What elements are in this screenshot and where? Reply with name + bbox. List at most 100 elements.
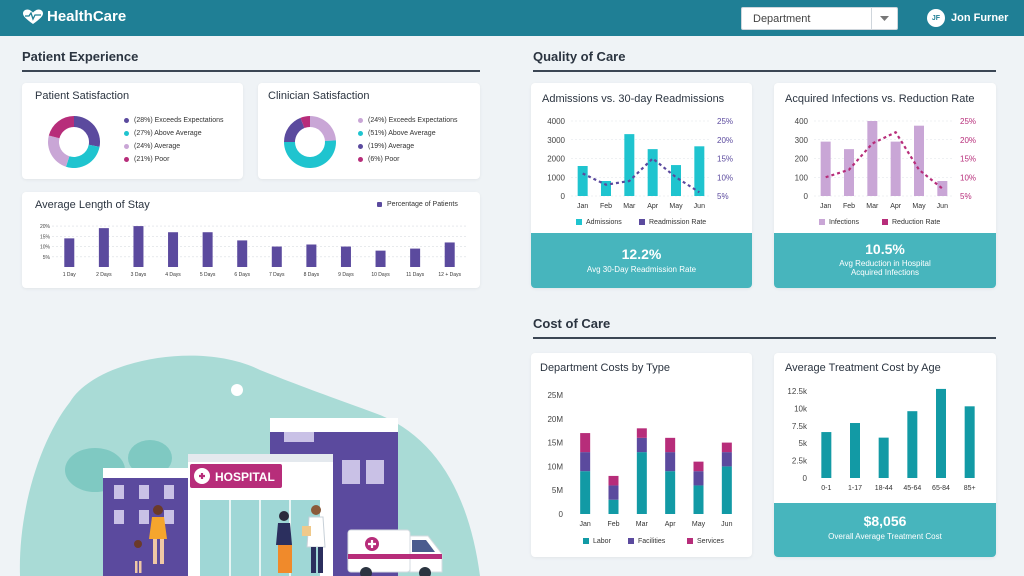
legend-label: (27%) Above Average xyxy=(134,130,202,137)
x-tick-label: Apr xyxy=(890,203,902,210)
patient-satisfaction-donut xyxy=(48,116,100,168)
donut-slice xyxy=(48,116,74,139)
donut-slice xyxy=(74,116,100,147)
legend-swatch xyxy=(576,219,582,225)
card-title: Acquired Infections vs. Reduction Rate xyxy=(785,93,975,105)
top-bar: HealthCare Department JF Jon Furner xyxy=(0,0,1024,36)
x-tick-label: Apr xyxy=(665,521,677,528)
department-costs-chart: 25M 20M 15M 10M 5M 0 Jan Feb Mar Apr May Jun Labor Fa… xyxy=(547,391,732,545)
legend-label: (19%) Average xyxy=(368,143,415,150)
bar xyxy=(647,149,658,196)
building-top xyxy=(270,418,398,432)
length-of-stay-chart: 20% 15% 10% 5% 1 Day 2 Days 3 Days 4 Days 5 Days… xyxy=(40,224,467,278)
donut-slice xyxy=(310,116,336,142)
y-tick-label: 0 xyxy=(803,474,808,483)
x-tick-label: 9 Days xyxy=(338,272,354,278)
bar xyxy=(671,165,681,196)
y2-tick-label: 15% xyxy=(960,155,976,164)
length-of-stay-card: Average Length of Stay Percentage of Pat… xyxy=(22,192,480,288)
line-series xyxy=(825,130,944,190)
legend-label: Admissions xyxy=(586,219,622,226)
department-costs-card: Department Costs by Type 25M 20M 15M 10M 5M 0… xyxy=(531,353,752,557)
app-logo[interactable]: HealthCare xyxy=(22,8,126,25)
department-select[interactable]: Department xyxy=(741,7,898,30)
chevron-down-icon[interactable] xyxy=(871,8,897,29)
bar xyxy=(878,437,889,478)
bar-segment xyxy=(721,466,732,514)
y2-tick-label: 20% xyxy=(960,136,976,145)
bar-segment xyxy=(665,452,676,472)
bar-segment xyxy=(580,471,591,514)
x-tick-label: Mar xyxy=(866,203,879,210)
bar xyxy=(98,228,109,267)
card-title: Department Costs by Type xyxy=(540,362,671,374)
legend-item: (21%) Poor xyxy=(124,156,169,163)
x-tick-label: 8 Days xyxy=(304,272,320,278)
ambulance xyxy=(347,529,443,576)
x-tick-label: May xyxy=(912,203,926,210)
quality-of-care-title: Quality of Care xyxy=(533,49,626,64)
y-tick-label: 0 xyxy=(561,192,566,201)
bar xyxy=(867,121,878,196)
bar xyxy=(937,181,948,196)
legend-swatch xyxy=(124,131,129,136)
legend-swatch xyxy=(124,157,129,162)
kpi-value: $8,056 xyxy=(863,513,907,529)
bar xyxy=(340,246,351,267)
app-name: HealthCare xyxy=(47,8,127,25)
card-title: Average Treatment Cost by Age xyxy=(785,362,941,374)
bar xyxy=(624,134,635,196)
legend-label: (28%) Exceeds Expectations xyxy=(134,117,224,124)
y-tick-label: 200 xyxy=(795,155,809,164)
y-tick-label: 15% xyxy=(40,234,51,240)
admissions-chart: 4000 3000 2000 1000 0 25% 20% 15% 10% 5% Jan Feb Mar… xyxy=(547,117,733,226)
x-tick-label: Jun xyxy=(694,203,705,210)
y-tick-label: 2000 xyxy=(547,155,565,164)
y-tick-label: 100 xyxy=(795,173,809,182)
bar xyxy=(821,432,832,478)
y2-tick-label: 25% xyxy=(960,117,976,126)
x-tick-label: Mar xyxy=(636,521,649,528)
y-tick-label: 15M xyxy=(547,439,563,448)
x-tick-label: Jan xyxy=(820,203,831,210)
y-tick-label: 0 xyxy=(559,510,564,519)
y-tick-label: 20M xyxy=(547,415,563,424)
legend-item: (6%) Poor xyxy=(358,156,400,163)
x-tick-label: 12 + Days xyxy=(438,272,461,278)
bar-segment xyxy=(693,461,704,472)
x-tick-label: Jun xyxy=(937,203,948,210)
bar xyxy=(907,411,918,478)
bar xyxy=(890,141,901,196)
y2-tick-label: 10% xyxy=(960,173,976,182)
legend-label: (24%) Exceeds Expectations xyxy=(368,117,458,124)
y-tick-label: 10k xyxy=(794,404,808,413)
legend-label: (51%) Above Average xyxy=(368,130,436,137)
infections-card: Acquired Infections vs. Reduction Rate 4… xyxy=(774,83,996,288)
infection-reduction-kpi: 10.5% Avg Reduction in Hospital Acquired… xyxy=(774,233,996,288)
y-tick-label: 10M xyxy=(547,462,563,471)
treatment-cost-kpi: $8,056 Overall Average Treatment Cost xyxy=(774,503,996,557)
x-tick-label: 3 Days xyxy=(131,272,147,278)
x-tick-label: 1 Day xyxy=(63,272,77,278)
donut-slice xyxy=(300,116,310,129)
section-divider xyxy=(533,337,996,339)
y2-tick-label: 5% xyxy=(717,192,729,201)
bar-segment xyxy=(665,471,676,514)
y-tick-label: 3000 xyxy=(547,136,565,145)
x-tick-label: Apr xyxy=(647,203,659,210)
y-tick-label: 12.5k xyxy=(787,387,808,396)
heart-pulse-icon xyxy=(23,9,43,24)
legend-label: Reduction Rate xyxy=(892,219,940,226)
kpi-value: 10.5% xyxy=(865,241,905,257)
y2-tick-label: 5% xyxy=(960,192,972,201)
legend-swatch xyxy=(882,219,888,225)
user-menu[interactable]: JF Jon Furner xyxy=(927,9,1008,27)
person-doctors xyxy=(276,505,326,573)
bar xyxy=(237,240,248,267)
bar-segment xyxy=(580,433,591,453)
x-tick-label: 0-1 xyxy=(821,485,831,492)
bar xyxy=(271,246,282,267)
sun-shape xyxy=(231,384,243,396)
y-tick-label: 20% xyxy=(40,224,51,230)
bar-segment xyxy=(693,471,704,486)
